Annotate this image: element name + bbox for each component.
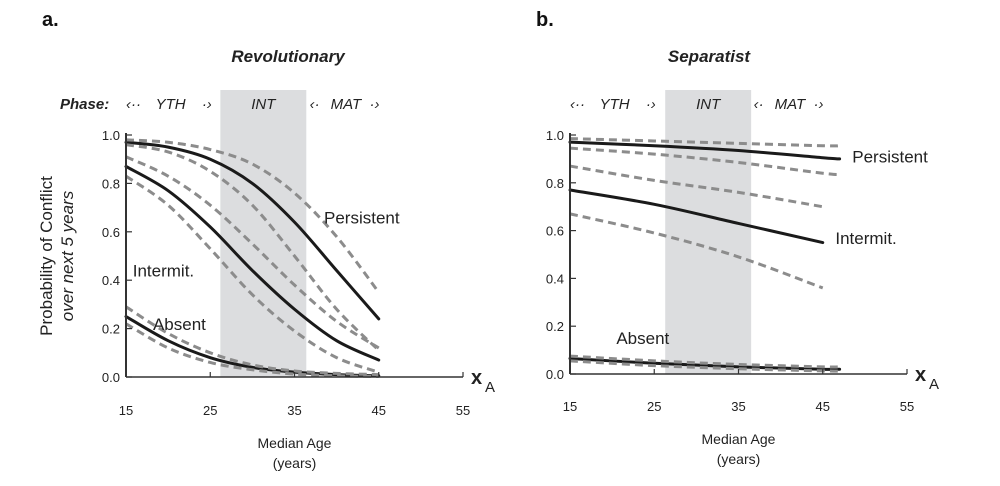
series-line-absent-lower [125, 322, 379, 379]
x-tick-label: 15 [563, 399, 577, 414]
int-phase-label: INT [251, 96, 277, 113]
panel-letter: b. [536, 9, 554, 31]
x-axis-symbol: x [471, 367, 482, 389]
x-tick-label: 15 [119, 403, 133, 418]
int-phase-label: INT [696, 96, 722, 113]
chart-title: Revolutionary [231, 47, 346, 66]
series-line-persistent-upper [125, 138, 380, 294]
int-phase-shading [220, 90, 307, 377]
x-axis-symbol-subscript: A [485, 379, 495, 396]
x-axis-label: Median Age [258, 435, 332, 451]
yth-arrow-right: ·› [202, 96, 212, 113]
series-line-intermit [124, 164, 381, 362]
panel-b: b. Separatist ‹·· YTH ·› INT ‹· MAT ·› 0.0 0.2 0.4 0… [536, 9, 939, 467]
curve-label-absent: Absent [616, 329, 669, 348]
yth-phase-label: YTH [600, 96, 630, 113]
curve-label-intermit: Intermit. [835, 229, 896, 248]
series-line-intermit-lower [125, 174, 380, 374]
curve-label-intermit: Intermit. [133, 262, 194, 281]
series-line-intermit [568, 188, 825, 245]
y-axis-label: Probability of Conflict [37, 176, 56, 336]
x-axis-label: Median Age [702, 431, 776, 447]
y-tick-label: 0.0 [546, 367, 564, 382]
series-line-absent-upper [569, 354, 840, 369]
x-tick-label: 55 [456, 403, 470, 418]
x-tick-label: 45 [816, 399, 830, 414]
y-tick-label: 0.6 [546, 224, 564, 239]
y-tick-label: 0.4 [546, 271, 564, 286]
x-axis-label-units: (years) [273, 455, 317, 471]
mat-phase-label: MAT [331, 96, 363, 113]
y-tick-label: 0.2 [546, 319, 564, 334]
chart-title: Separatist [668, 47, 752, 66]
y-tick-label: 1.0 [102, 128, 120, 143]
y-tick-label: 0.8 [102, 176, 120, 191]
panel-letter: a. [42, 9, 59, 31]
series-line-absent [568, 356, 842, 371]
y-tick-label: 1.0 [546, 128, 564, 143]
phase-label: Phase: [60, 96, 109, 113]
series-line-absent-upper [125, 305, 379, 377]
mat-arrow-left: ‹· [754, 96, 764, 113]
curve-label-absent: Absent [153, 315, 206, 334]
y-tick-label: 0.4 [102, 273, 120, 288]
series-line-persistent-lower [569, 146, 840, 177]
x-tick-label: 25 [647, 399, 661, 414]
x-tick-label: 45 [372, 403, 386, 418]
yth-arrow-left: ‹·· [570, 96, 585, 113]
y-tick-label: 0.2 [102, 322, 120, 337]
x-axis-symbol-subscript: A [929, 376, 939, 393]
yth-arrow-left: ‹·· [126, 96, 141, 113]
yth-arrow-right: ·› [646, 96, 656, 113]
series-line-persistent-upper [569, 137, 840, 148]
y-tick-label: 0.8 [546, 176, 564, 191]
x-tick-label: 25 [203, 403, 217, 418]
x-axis-symbol: x [915, 364, 926, 386]
yth-phase-label: YTH [156, 96, 186, 113]
curve-label-persistent: Persistent [324, 208, 400, 227]
mat-arrow-left: ‹· [310, 96, 320, 113]
series-line-persistent-lower [125, 143, 380, 352]
x-axis-label-units: (years) [717, 451, 761, 467]
x-tick-label: 35 [287, 403, 301, 418]
series-line-intermit-upper [125, 155, 380, 350]
mat-phase-label: MAT [775, 96, 807, 113]
y-axis-label-line2: over next 5 years [58, 190, 77, 321]
mat-arrow-right: ·› [813, 96, 823, 113]
x-tick-label: 35 [731, 399, 745, 414]
series-line-persistent [568, 140, 842, 161]
y-tick-label: 0.6 [102, 225, 120, 240]
series-line-absent-lower [569, 359, 840, 373]
y-tick-label: 0.0 [102, 370, 120, 385]
mat-arrow-right: ·› [369, 96, 379, 113]
series-line-persistent [124, 140, 381, 321]
series-line-intermit-lower [569, 212, 824, 290]
panel-a: a. Revolutionary Phase: ‹·· YTH ·› INT ‹· MAT ·› 0… [37, 9, 495, 471]
curve-label-persistent: Persistent [852, 148, 928, 167]
int-phase-shading [665, 90, 752, 374]
x-tick-label: 55 [900, 399, 914, 414]
